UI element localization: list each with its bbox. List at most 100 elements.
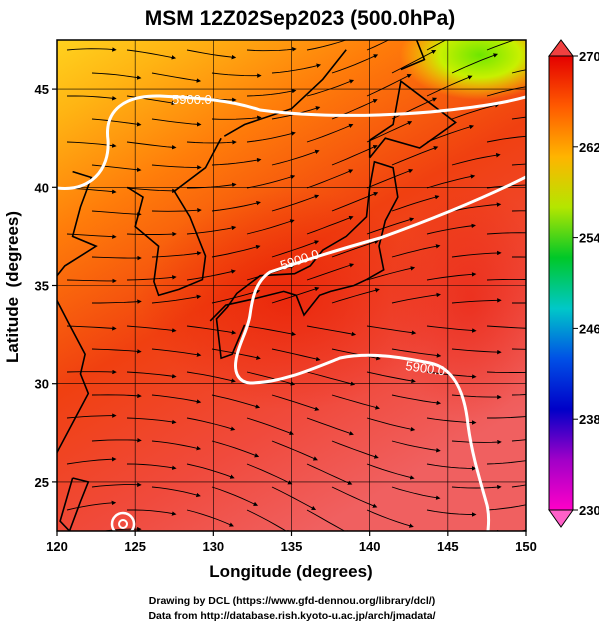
streamline <box>306 325 357 337</box>
streamline <box>426 509 477 517</box>
streamline <box>246 88 297 97</box>
streamline <box>451 153 501 166</box>
streamline <box>246 325 297 337</box>
streamline <box>451 103 500 120</box>
streamline <box>366 40 390 51</box>
streamline <box>91 393 142 399</box>
streamline <box>511 210 526 212</box>
contour-label-south: 5900.0 <box>405 358 446 378</box>
streamline <box>486 135 526 143</box>
streamline <box>211 157 262 166</box>
streamline <box>426 463 477 471</box>
streamline <box>246 47 297 52</box>
x-axis-ticks: 120 125 130 135 140 145 150 <box>46 531 537 554</box>
streamline <box>496 529 502 531</box>
height-contours <box>57 94 526 531</box>
streamline <box>486 504 526 511</box>
streamline <box>391 486 441 500</box>
streamline <box>306 417 354 436</box>
streamline <box>511 69 526 74</box>
colorbar: 270 262 254 246 238 230 <box>548 39 599 528</box>
credit-data: Data from http://database.rish.kyoto-u.a… <box>148 610 435 622</box>
streamline <box>271 149 320 166</box>
streamline <box>366 168 414 189</box>
streamline <box>511 116 526 120</box>
streamline <box>186 417 236 431</box>
streamline <box>186 509 234 527</box>
figure-title: MSM 12Z02Sep2023 (500.0hPa) <box>145 7 456 30</box>
streamline <box>331 486 378 508</box>
streamline <box>391 49 437 74</box>
streamline <box>211 289 261 304</box>
streamline <box>426 124 475 143</box>
streamline <box>91 348 142 354</box>
streamline <box>271 194 320 212</box>
streamline <box>331 348 381 361</box>
streamline <box>306 263 355 281</box>
contour-low-ring-inner <box>118 519 128 529</box>
streamline <box>391 394 442 406</box>
streamline <box>66 95 117 101</box>
streamline <box>151 208 202 213</box>
streamline <box>66 456 117 465</box>
colorbar-tick-label: 246 <box>579 321 599 336</box>
streamline <box>306 371 356 386</box>
streamline <box>186 49 237 60</box>
y-tick-label: 35 <box>35 279 49 294</box>
streamline <box>151 164 202 170</box>
streamline <box>366 509 414 528</box>
contour-label-north: 5900.0 <box>172 92 212 107</box>
streamline <box>186 325 237 335</box>
streamline <box>366 371 416 384</box>
streamline <box>91 72 142 80</box>
streamline <box>486 232 526 235</box>
streamline <box>511 163 526 166</box>
streamline <box>366 266 416 281</box>
streamline <box>306 169 354 189</box>
streamline <box>426 272 477 281</box>
colorbar-top-triangle <box>548 39 574 57</box>
x-tick-label: 130 <box>202 539 224 554</box>
streamline <box>451 394 502 400</box>
colorbar-bottom-triangle <box>548 509 574 528</box>
streamline <box>246 417 294 436</box>
streamline <box>306 463 353 485</box>
streamline <box>392 533 438 546</box>
streamline <box>151 348 202 357</box>
streamline <box>151 486 201 498</box>
streamline <box>92 299 142 304</box>
streamline <box>66 325 117 331</box>
streamline <box>426 223 476 235</box>
streamline <box>426 40 447 51</box>
streamline <box>91 118 142 127</box>
streamline <box>66 47 117 52</box>
streamline <box>451 298 502 304</box>
streamline <box>186 269 236 281</box>
streamline <box>331 288 380 304</box>
streamline <box>391 348 442 358</box>
streamline <box>271 348 321 362</box>
coastline <box>59 477 90 531</box>
streamline <box>211 200 261 212</box>
streamline <box>486 40 517 51</box>
colorbar-tick-label: 254 <box>579 231 599 246</box>
streamline <box>391 292 441 304</box>
streamline <box>487 416 526 419</box>
streamline <box>486 278 526 281</box>
streamline <box>391 146 439 166</box>
y-axis-ticks: 25 30 35 40 45 <box>35 82 57 490</box>
streamline <box>211 394 261 409</box>
streamline <box>151 440 202 451</box>
y-axis-label: Latitude (degrees) <box>3 211 22 363</box>
x-tick-label: 140 <box>359 539 381 554</box>
streamline <box>486 460 526 465</box>
coastline <box>368 79 457 159</box>
streamline <box>511 439 526 442</box>
streamline <box>306 215 354 235</box>
streamline <box>451 202 502 212</box>
y-tick-label: 25 <box>35 475 49 490</box>
streamline <box>66 278 117 284</box>
lat-lon-grid <box>57 40 526 531</box>
streamline <box>426 174 476 189</box>
